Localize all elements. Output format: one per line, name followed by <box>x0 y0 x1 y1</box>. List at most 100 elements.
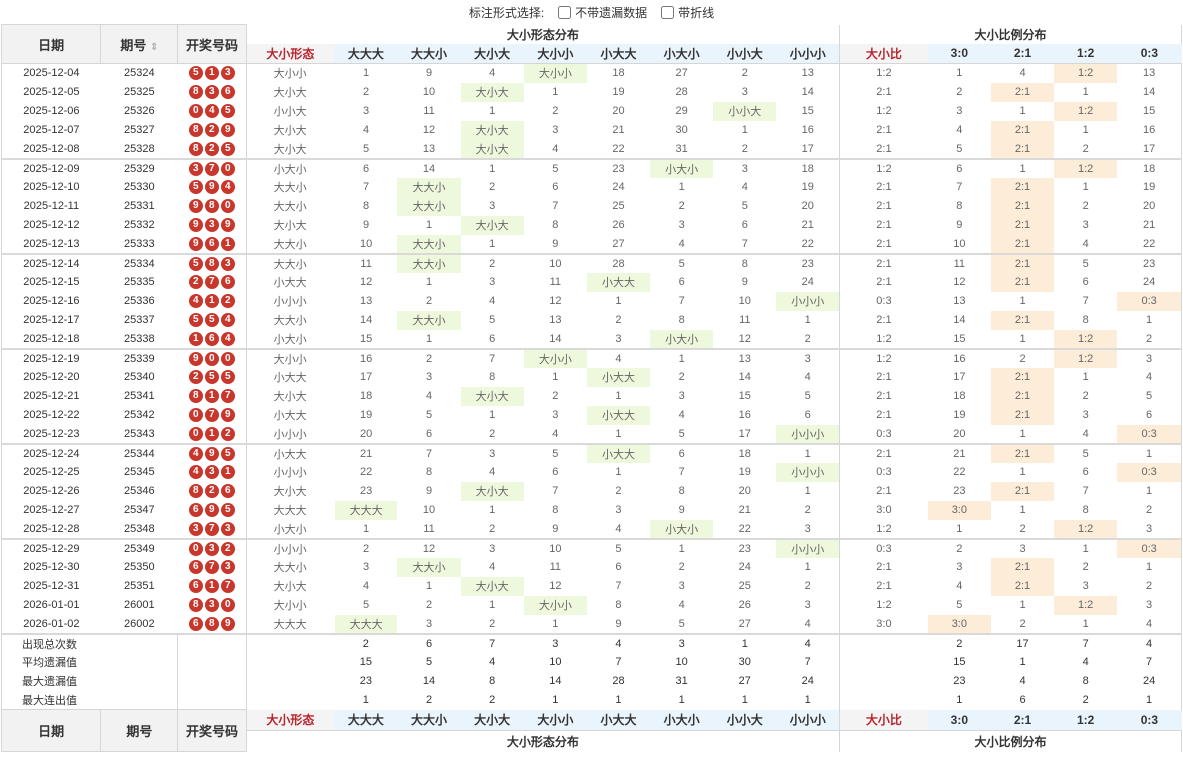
shape-miss-cell: 3 <box>776 519 840 540</box>
no-missing-checkbox[interactable] <box>558 5 572 19</box>
ratio-miss-cell: 1 <box>1019 295 1026 307</box>
shape-hit-cell: 小大小 <box>650 158 714 178</box>
shape-miss-cell: 2 <box>363 86 370 98</box>
number-ball: 1 <box>204 294 219 308</box>
shape-value: 大大小 <box>246 234 335 255</box>
ratio-miss-cell: 20 <box>1117 196 1183 216</box>
stats-value: 23 <box>359 675 372 687</box>
shape-miss-cell: 4 <box>363 124 370 136</box>
ratio-miss-cell: 17 <box>1117 139 1183 160</box>
stats-value: 1 <box>713 632 777 653</box>
shape-miss-cell: 4 <box>489 67 496 80</box>
number-ball: 6 <box>204 331 219 346</box>
stats-value: 7 <box>1117 652 1183 672</box>
shape-miss-cell: 3 <box>586 329 651 350</box>
polyline-checkbox[interactable] <box>661 5 675 19</box>
shape-miss-cell: 1 <box>615 390 622 402</box>
no-missing-option[interactable]: 不带遗漏数据 <box>558 4 647 21</box>
stats-row: 出现总次数 2 6 7 3 4 3 1 4 2 17 7 4 <box>0 632 1183 653</box>
ratio-miss-cell: 13 <box>1117 63 1183 83</box>
ratio-value: 2:1 <box>839 234 928 255</box>
ratio-miss-cell: 12 <box>953 276 966 288</box>
number-ball: 5 <box>204 370 219 384</box>
shape-miss-cell: 1 <box>615 466 622 478</box>
ratio-hit-cell: 2:1 <box>990 557 1055 577</box>
number-ball: 5 <box>188 180 203 194</box>
shape-miss-cell: 22 <box>359 466 373 478</box>
issue-number: 25340 <box>100 367 178 387</box>
number-ball: 6 <box>188 503 203 517</box>
shape-miss-cell: 27 <box>586 234 651 255</box>
stats-value: 31 <box>675 675 688 687</box>
draw-date: 2025-12-19 <box>0 348 101 368</box>
stats-value: 1 <box>956 694 963 706</box>
shape-hit-cell: 大小大 <box>460 139 524 160</box>
issue-header[interactable]: 期号 ⇕ <box>100 24 179 64</box>
shape-miss-cell: 22 <box>586 139 651 160</box>
number-ball: 9 <box>204 503 219 517</box>
shape-miss-cell: 5 <box>425 409 433 421</box>
footer-shape-col-header: 大小形态 <box>246 709 335 731</box>
shape-miss-cell: 22 <box>776 234 840 255</box>
shape-miss-cell: 21 <box>359 447 373 460</box>
issue-number: 25351 <box>100 576 178 596</box>
shape-hit-cell: 小小小 <box>776 424 840 445</box>
sort-icon[interactable]: ⇕ <box>149 41 159 53</box>
stats-spacer <box>177 632 247 653</box>
table-row: 2025-12-24 25344 4 9 5 小大大 21 7 3 5 小大大 6 18 1 2:1 21 2:… <box>0 443 1183 463</box>
number-ball: 5 <box>220 503 235 517</box>
issue-number: 25331 <box>100 196 178 216</box>
draw-date: 2025-12-12 <box>0 215 101 235</box>
ratio-miss-cell: 2 <box>1082 200 1089 212</box>
draw-date: 2025-12-17 <box>0 310 101 330</box>
polyline-option[interactable]: 带折线 <box>661 4 714 21</box>
ratio-miss-cell: 23 <box>1117 253 1183 273</box>
number-ball: 5 <box>220 446 235 461</box>
shape-value: 大小大 <box>246 481 335 501</box>
shape-miss-cell: 25 <box>738 580 751 592</box>
ratio-miss-cell: 5 <box>1082 447 1089 460</box>
table-row: 2026-01-01 26001 8 3 0 大小小 5 2 1 大小小 8 4 26 3 1:2 5 1 1:2… <box>0 595 1183 615</box>
draw-date: 2025-12-28 <box>0 519 101 540</box>
number-ball: 9 <box>220 408 235 422</box>
ratio-miss-cell: 1 <box>1019 162 1026 175</box>
issue-number: 25328 <box>100 139 178 160</box>
shape-hit-cell: 小小小 <box>776 462 840 482</box>
shape-hit-cell: 大大小 <box>397 177 461 197</box>
shape-miss-cell: 12 <box>713 329 777 350</box>
shape-miss-cell: 12 <box>422 542 436 555</box>
shape-miss-cell: 6 <box>804 409 811 421</box>
shape-header-7: 小小小 <box>776 43 840 64</box>
shape-hit-cell: 大小大 <box>460 386 524 406</box>
table-row: 2025-12-22 25342 0 7 9 小大大 19 5 1 3 小大大 4 16 6 2:1 19 2:… <box>0 405 1183 425</box>
shape-value: 大小小 <box>246 348 335 368</box>
shape-miss-cell: 15 <box>738 390 751 402</box>
shape-miss-cell: 10 <box>422 504 436 516</box>
shape-miss-cell: 11 <box>549 561 562 573</box>
shape-value: 小小小 <box>246 291 335 311</box>
ratio-hit-cell: 1:2 <box>1054 101 1118 121</box>
number-ball: 6 <box>220 85 235 99</box>
number-ball: 4 <box>220 331 235 346</box>
shape-miss-cell: 4 <box>523 424 587 445</box>
ratio-hit-cell: 2:1 <box>990 367 1055 387</box>
number-ball: 3 <box>188 521 203 536</box>
shape-value: 大小大 <box>246 386 335 406</box>
shape-miss-cell: 24 <box>612 181 625 193</box>
shape-hit-cell: 大大小 <box>397 253 461 273</box>
ratio-hit-cell: 1:2 <box>1054 519 1118 540</box>
shape-hit-cell: 大小小 <box>523 63 587 83</box>
ratio-miss-cell: 1 <box>1117 310 1183 330</box>
shape-hit-cell: 大小小 <box>523 595 587 615</box>
shape-value: 大小大 <box>246 215 335 235</box>
shape-miss-cell: 13 <box>549 314 562 326</box>
shape-value: 大小大 <box>246 120 335 140</box>
shape-miss-cell: 16 <box>738 409 751 421</box>
shape-miss-cell: 17 <box>359 371 373 383</box>
shape-value: 大大小 <box>246 557 335 577</box>
